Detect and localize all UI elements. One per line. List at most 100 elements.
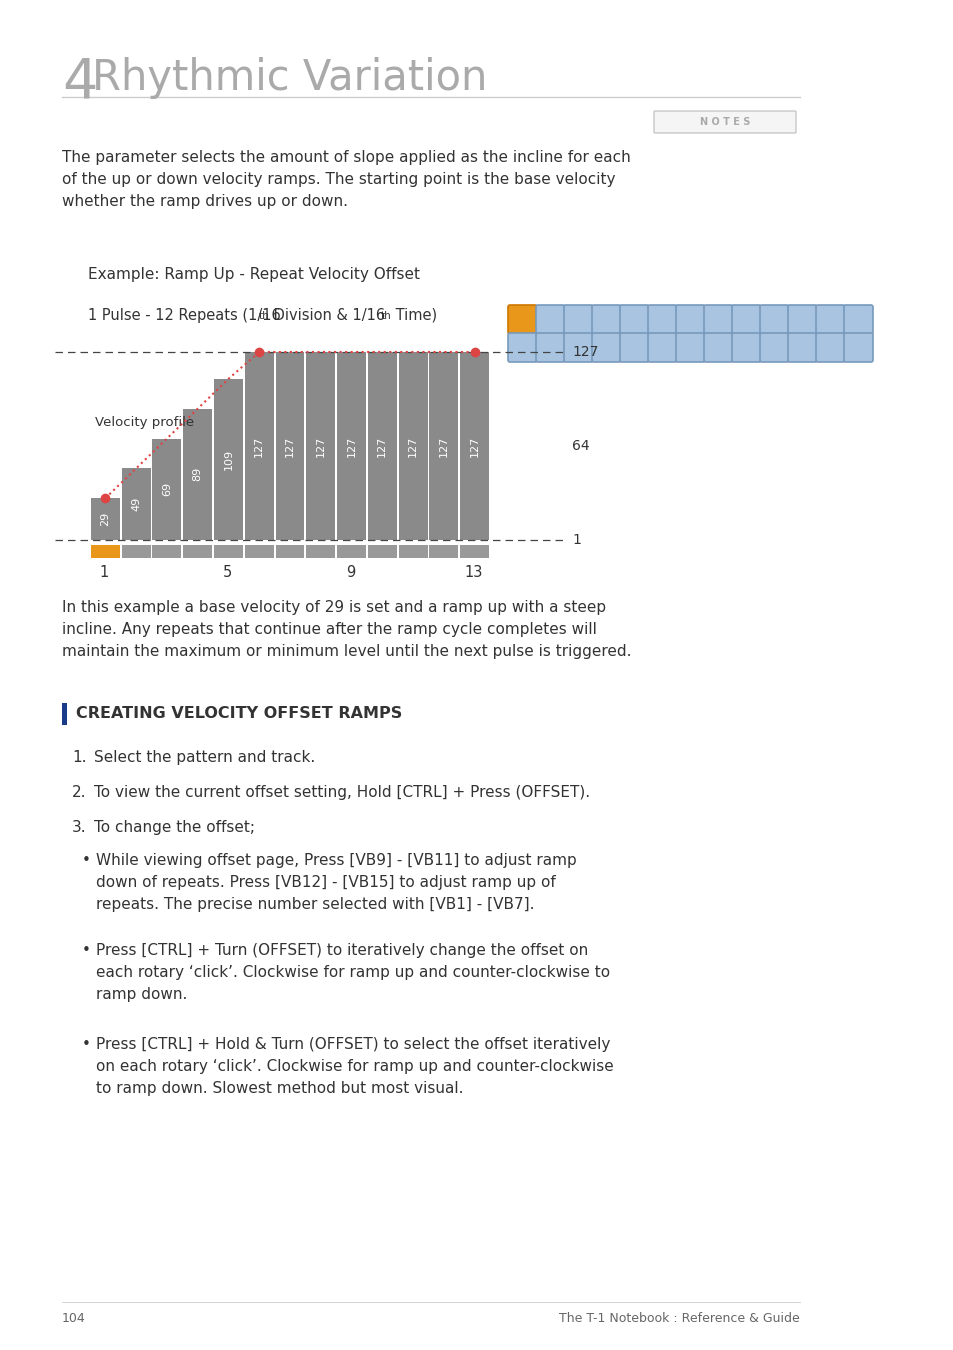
Text: 49: 49 — [131, 497, 141, 512]
Text: 127: 127 — [315, 435, 325, 456]
Text: th: th — [380, 310, 392, 321]
Bar — [398, 352, 427, 540]
Bar — [122, 468, 151, 540]
Bar — [275, 545, 304, 558]
Text: 13: 13 — [464, 566, 482, 580]
Text: 1.: 1. — [71, 751, 87, 765]
Text: 127: 127 — [469, 435, 479, 456]
Text: 64: 64 — [572, 439, 589, 454]
Text: 89: 89 — [193, 467, 202, 482]
FancyBboxPatch shape — [536, 305, 564, 333]
Text: Time): Time) — [391, 308, 436, 323]
Text: 127: 127 — [346, 435, 356, 456]
Bar — [213, 379, 243, 540]
Bar — [152, 439, 181, 540]
Text: •: • — [82, 944, 91, 958]
FancyBboxPatch shape — [843, 333, 872, 362]
FancyBboxPatch shape — [787, 305, 816, 333]
FancyBboxPatch shape — [760, 333, 788, 362]
Text: th: th — [258, 310, 270, 321]
FancyBboxPatch shape — [654, 111, 795, 134]
Text: 127: 127 — [438, 435, 448, 456]
Bar — [213, 545, 243, 558]
Bar — [429, 352, 457, 540]
Bar — [245, 352, 274, 540]
Text: 29: 29 — [100, 512, 111, 526]
FancyBboxPatch shape — [731, 333, 760, 362]
Text: The T-1 Notebook : Reference & Guide: The T-1 Notebook : Reference & Guide — [558, 1312, 800, 1324]
Text: Division & 1/16: Division & 1/16 — [269, 308, 385, 323]
FancyBboxPatch shape — [703, 333, 732, 362]
Bar — [91, 545, 120, 558]
Text: Press [CTRL] + Turn (OFFSET) to iteratively change the offset on
each rotary ‘cl: Press [CTRL] + Turn (OFFSET) to iterativ… — [96, 944, 610, 1003]
Text: To view the current offset setting, Hold [CTRL] + Press (OFFSET).: To view the current offset setting, Hold… — [94, 784, 590, 801]
FancyBboxPatch shape — [815, 305, 844, 333]
Text: Select the pattern and track.: Select the pattern and track. — [94, 751, 314, 765]
Bar — [275, 352, 304, 540]
Text: •: • — [82, 1037, 91, 1052]
Bar — [62, 703, 67, 725]
Text: Rhythmic Variation: Rhythmic Variation — [91, 57, 487, 99]
Bar — [306, 545, 335, 558]
Text: 2.: 2. — [71, 784, 87, 801]
Text: 4: 4 — [62, 55, 97, 109]
Text: 104: 104 — [62, 1312, 86, 1324]
Text: Press [CTRL] + Hold & Turn (OFFSET) to select the offset iteratively
on each rot: Press [CTRL] + Hold & Turn (OFFSET) to s… — [96, 1037, 613, 1096]
FancyBboxPatch shape — [676, 305, 704, 333]
FancyBboxPatch shape — [563, 305, 593, 333]
Bar — [245, 545, 274, 558]
Text: Example: Ramp Up - Repeat Velocity Offset: Example: Ramp Up - Repeat Velocity Offse… — [88, 267, 419, 282]
Bar — [152, 545, 181, 558]
Text: Velocity profile: Velocity profile — [95, 416, 193, 429]
Bar — [336, 352, 366, 540]
Text: 127: 127 — [253, 435, 264, 456]
Text: 9: 9 — [346, 566, 355, 580]
Text: 1: 1 — [100, 566, 109, 580]
FancyBboxPatch shape — [507, 305, 537, 333]
Bar — [183, 545, 212, 558]
Text: 5: 5 — [223, 566, 232, 580]
FancyBboxPatch shape — [760, 305, 788, 333]
FancyBboxPatch shape — [563, 333, 593, 362]
Bar — [91, 498, 120, 540]
Bar — [122, 545, 151, 558]
Text: While viewing offset page, Press [VB9] - [VB11] to adjust ramp
down of repeats. : While viewing offset page, Press [VB9] -… — [96, 853, 577, 913]
FancyBboxPatch shape — [843, 305, 872, 333]
Bar — [429, 545, 457, 558]
Text: N O T E S: N O T E S — [700, 117, 749, 127]
Text: •: • — [82, 853, 91, 868]
FancyBboxPatch shape — [619, 305, 648, 333]
Text: 1 Pulse - 12 Repeats (1/16: 1 Pulse - 12 Repeats (1/16 — [88, 308, 280, 323]
Bar — [183, 409, 212, 540]
Text: The parameter selects the amount of slope applied as the incline for each
of the: The parameter selects the amount of slop… — [62, 150, 630, 209]
FancyBboxPatch shape — [619, 333, 648, 362]
FancyBboxPatch shape — [647, 333, 677, 362]
Bar — [459, 545, 489, 558]
Text: 69: 69 — [162, 482, 172, 497]
Text: 127: 127 — [572, 346, 598, 359]
Text: 109: 109 — [223, 448, 233, 470]
Text: 127: 127 — [377, 435, 387, 456]
FancyBboxPatch shape — [787, 333, 816, 362]
Bar — [306, 352, 335, 540]
FancyBboxPatch shape — [647, 305, 677, 333]
Bar — [398, 545, 427, 558]
FancyBboxPatch shape — [507, 333, 537, 362]
FancyBboxPatch shape — [676, 333, 704, 362]
Bar — [336, 545, 366, 558]
FancyBboxPatch shape — [703, 305, 732, 333]
Text: 1: 1 — [572, 533, 580, 547]
Text: 3.: 3. — [71, 819, 87, 836]
Bar — [368, 352, 396, 540]
FancyBboxPatch shape — [592, 333, 620, 362]
Text: 127: 127 — [408, 435, 417, 456]
FancyBboxPatch shape — [815, 333, 844, 362]
FancyBboxPatch shape — [592, 305, 620, 333]
Text: 127: 127 — [285, 435, 294, 456]
Text: CREATING VELOCITY OFFSET RAMPS: CREATING VELOCITY OFFSET RAMPS — [76, 706, 402, 721]
Bar — [368, 545, 396, 558]
Text: In this example a base velocity of 29 is set and a ramp up with a steep
incline.: In this example a base velocity of 29 is… — [62, 599, 631, 659]
Text: To change the offset;: To change the offset; — [94, 819, 254, 836]
FancyBboxPatch shape — [536, 333, 564, 362]
Bar — [459, 352, 489, 540]
